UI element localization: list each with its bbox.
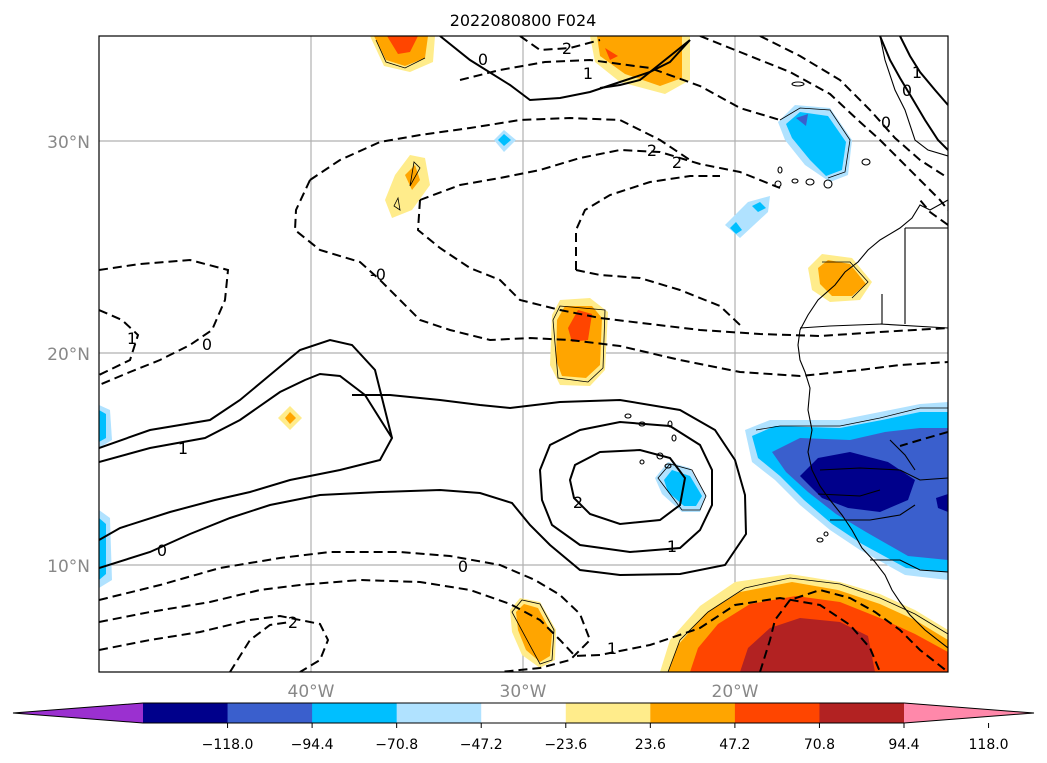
colorbar-segment (734, 703, 820, 723)
colorbar-tick-label: 47.2 (719, 737, 750, 753)
colorbar-tick-label: −23.6 (544, 737, 587, 753)
contour-label: 1 (178, 439, 188, 458)
lat-label-30n: 30°N (47, 133, 90, 153)
colorbar-tick-label: 94.4 (888, 737, 919, 753)
colorbar-tick-label: −47.2 (460, 737, 503, 753)
contour-label: -0 (370, 265, 386, 284)
colorbar-segment (565, 703, 651, 723)
contour-label: 2 (288, 613, 298, 632)
colorbar-extend-max (904, 703, 1034, 723)
contour-label: 1 (667, 537, 677, 556)
lon-label-30w: 30°W (500, 682, 547, 702)
dashed-contours (99, 36, 948, 672)
contour-label: 1 (607, 639, 617, 658)
contour-label: 1 (912, 63, 922, 82)
colorbar-segment (312, 703, 398, 723)
contour-label: 2 (672, 153, 682, 172)
contour-label: 0 (478, 50, 488, 69)
plot-area: 0 2 1 0 1 0 2 2 -0 0 1 1 2 1 0 0 2 1 (99, 36, 948, 672)
contour-label: 0 (157, 541, 167, 560)
contour-label: 2 (647, 141, 657, 160)
lon-label-20w: 20°W (712, 682, 759, 702)
contour-label: 0 (881, 113, 891, 132)
colorbar-segment (481, 703, 567, 723)
colorbar-segment (227, 703, 313, 723)
contour-label: 0 (202, 335, 212, 354)
contour-label: 2 (562, 39, 572, 58)
colorbar-ticks: −118.0 −94.4 −70.8 −47.2 −23.6 23.6 47.2 70.8 94… (202, 723, 1009, 753)
contour-labels: 0 2 1 0 1 0 2 2 -0 0 1 1 2 1 0 0 2 1 (127, 39, 922, 658)
colorbar: −118.0 −94.4 −70.8 −47.2 −23.6 23.6 47.2 70.8 94… (12, 702, 1035, 753)
colorbar-tick-label: 23.6 (635, 737, 666, 753)
colorbar-extend-min (13, 703, 143, 723)
colorbar-segment (143, 703, 229, 723)
contour-label: 0 (458, 557, 468, 576)
plot-border (98, 35, 949, 673)
colorbar-tick-label: −118.0 (202, 737, 254, 753)
colorbar-tick-label: −70.8 (375, 737, 418, 753)
colorbar-tick-label: 118.0 (969, 737, 1009, 753)
positive-anomaly-fills (278, 36, 948, 672)
colorbar-segments (143, 703, 905, 723)
colorbar-segment (819, 703, 905, 723)
colorbar-segment (650, 703, 736, 723)
colorbar-tick-label: −94.4 (291, 737, 334, 753)
colorbar-outline (12, 702, 1035, 724)
lon-label-40w: 40°W (288, 682, 335, 702)
contour-label: 1 (127, 329, 137, 348)
lat-label-10n: 10°N (47, 557, 90, 577)
contour-label: 2 (573, 493, 583, 512)
colorbar-segment (396, 703, 482, 723)
contour-label: 1 (583, 64, 593, 83)
map-title: 2022080800 F024 (450, 11, 597, 30)
fill-outlines (375, 39, 948, 672)
contour-label: 0 (902, 81, 912, 100)
colorbar-tick-label: 70.8 (804, 737, 835, 753)
lat-label-20n: 20°N (47, 345, 90, 365)
